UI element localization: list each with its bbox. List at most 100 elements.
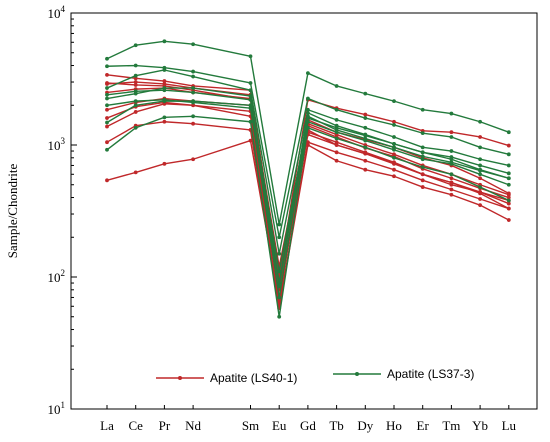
legend-label-2: Apatite (LS37-3) [387, 367, 474, 381]
data-point [363, 167, 368, 172]
data-point [392, 122, 396, 127]
x-tick-label-pr: Pr [159, 418, 171, 433]
data-point [191, 74, 196, 79]
data-point [133, 80, 138, 84]
data-point [334, 136, 339, 141]
x-tick-label-er: Er [417, 418, 430, 433]
series-line-1-4 [106, 97, 510, 273]
data-point [449, 187, 454, 192]
data-point [133, 125, 138, 130]
x-tick-label-gd: Gd [300, 418, 316, 433]
data-point [105, 103, 109, 108]
data-point [191, 69, 196, 74]
legend-marker-1 [178, 376, 182, 380]
data-point [420, 154, 425, 159]
data-point [363, 132, 368, 137]
data-point [248, 94, 253, 98]
data-point [133, 110, 138, 114]
data-point [420, 145, 425, 150]
x-tick-label-dy: Dy [357, 418, 373, 433]
data-point [105, 96, 109, 101]
data-point [277, 251, 282, 256]
data-point [449, 176, 454, 181]
data-point [277, 299, 282, 304]
legend: Apatite (LS40-1) Apatite (LS37-3) [156, 367, 474, 385]
series-line-2-2 [106, 64, 509, 238]
data-point [105, 64, 109, 69]
data-point [105, 107, 109, 112]
data-point [363, 116, 368, 120]
y-tick-label: 101 [48, 400, 66, 417]
data-point [105, 82, 109, 86]
data-point [306, 140, 310, 145]
data-point [306, 111, 310, 115]
data-point [162, 97, 167, 102]
data-point [133, 91, 138, 96]
data-point [363, 151, 368, 156]
x-tick-label-lu: Lu [502, 418, 517, 433]
data-point [478, 172, 482, 177]
data-point [334, 143, 339, 147]
data-point [162, 82, 167, 86]
series-line-2-7 [106, 115, 510, 318]
data-point [334, 140, 339, 145]
series-layer [105, 39, 511, 319]
data-point [334, 117, 339, 122]
x-tick-label-ce: Ce [128, 418, 143, 433]
data-point [449, 160, 454, 165]
data-point [191, 86, 196, 90]
series-line-2-5 [106, 87, 509, 284]
data-point [420, 131, 425, 136]
data-point [449, 180, 454, 185]
data-point [478, 197, 482, 201]
plot-frame [70, 12, 538, 410]
data-point [420, 150, 425, 155]
data-point [506, 198, 511, 203]
data-point [478, 163, 482, 168]
data-point [478, 168, 482, 173]
data-point [191, 157, 196, 162]
data-point [306, 125, 310, 130]
data-point [277, 314, 282, 319]
data-point [162, 86, 167, 90]
data-point [363, 145, 368, 150]
data-point [334, 150, 339, 155]
data-point [506, 130, 511, 135]
series-line-1-6 [106, 103, 510, 307]
legend-label-1: Apatite (LS40-1) [210, 371, 297, 385]
x-tick-label-la: La [100, 418, 114, 433]
data-point [478, 176, 482, 181]
data-point [420, 178, 425, 183]
data-point [420, 172, 425, 177]
x-tick-label-yb: Yb [472, 418, 488, 433]
data-point [191, 100, 196, 105]
data-point [420, 185, 425, 189]
data-point [162, 39, 167, 44]
data-point [191, 121, 196, 126]
data-point [162, 161, 167, 166]
data-point [392, 135, 396, 139]
data-point [277, 235, 282, 240]
series-group-2 [105, 39, 511, 319]
data-point [334, 158, 339, 163]
data-point [506, 218, 511, 222]
data-point [191, 103, 196, 108]
data-point [506, 143, 511, 148]
axes-layer: 101 102 103 104 La Ce Pr Nd Sm Eu Gd Tb Dy Ho Er Tm Yb Lu [48, 4, 517, 433]
data-point [449, 157, 454, 162]
data-point [248, 138, 253, 143]
series-line-2-1 [106, 40, 510, 226]
data-point [478, 145, 482, 150]
x-tick-label-tb: Tb [329, 418, 343, 433]
data-point [191, 90, 196, 95]
data-point [420, 107, 425, 112]
data-point [105, 72, 109, 77]
data-point [449, 172, 454, 177]
data-point [363, 112, 368, 117]
data-point [392, 174, 396, 179]
data-point [392, 141, 396, 146]
data-point [478, 119, 482, 124]
data-point [248, 81, 253, 85]
data-point [133, 170, 138, 175]
data-point [449, 135, 454, 139]
